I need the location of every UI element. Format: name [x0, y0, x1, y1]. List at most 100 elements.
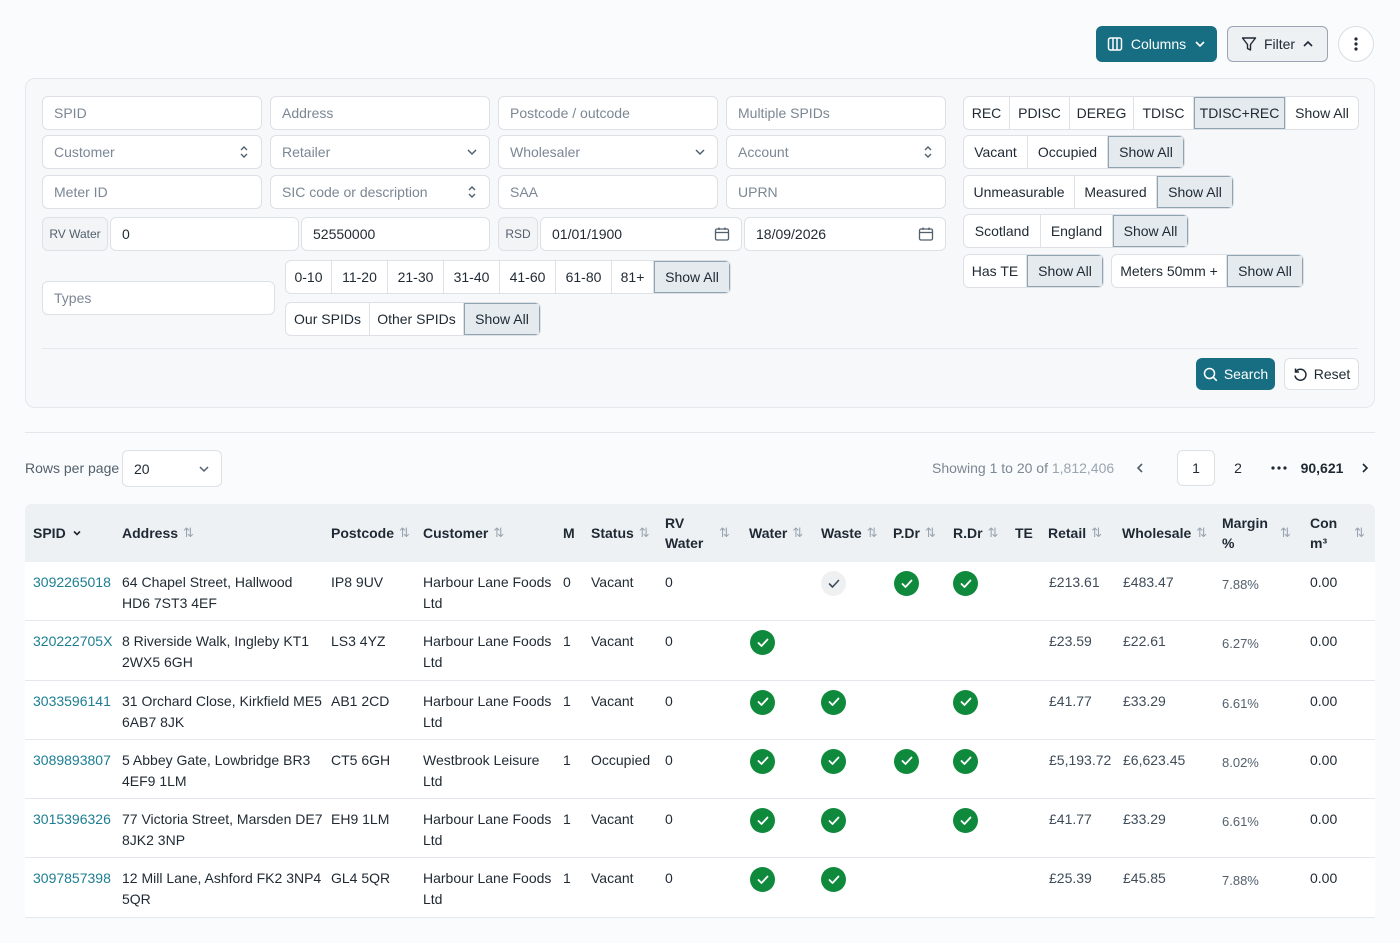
rows-per-page-select[interactable]: 20 [122, 450, 222, 487]
spid-link[interactable]: 3089893807 [33, 751, 111, 768]
table-row[interactable]: 3089893807 5 Abbey Gate, Lowbridge BR3 4EF… [25, 739, 1375, 800]
sic-select[interactable]: SIC code or description [270, 175, 490, 209]
range-81-plus[interactable]: 81+ [612, 261, 654, 293]
range-41-60[interactable]: 41-60 [500, 261, 556, 293]
spid-link[interactable]: 3033596141 [33, 692, 111, 709]
header-con[interactable]: Con m³ ⇅ [1310, 504, 1370, 562]
multiple-spids-input[interactable]: Multiple SPIDs [726, 96, 946, 130]
header-spid[interactable]: SPID [33, 504, 82, 562]
meters-50mm-option[interactable]: Meters 50mm + [1112, 255, 1227, 287]
spid-input[interactable]: SPID [42, 96, 262, 130]
address-input[interactable]: Address [270, 96, 490, 130]
header-m[interactable]: M [563, 504, 575, 562]
range-show-all[interactable]: Show All [654, 261, 730, 293]
meter-id-input[interactable]: Meter ID [42, 175, 262, 209]
account-select[interactable]: Account [726, 135, 946, 169]
status-dereg[interactable]: DEREG [1070, 97, 1134, 129]
header-m-label: M [563, 525, 575, 541]
other-spids-option[interactable]: Other SPIDs [370, 303, 464, 335]
search-button[interactable]: Search [1196, 358, 1275, 390]
customer-select[interactable]: Customer [42, 135, 262, 169]
meters-group: Meters 50mm + Show All [1111, 254, 1304, 288]
header-address[interactable]: Address ⇅ [122, 504, 194, 562]
header-water[interactable]: Water ⇅ [749, 504, 803, 562]
rv-water-max-input[interactable]: 52550000 [301, 217, 490, 251]
region-show-all[interactable]: Show All [1113, 215, 1188, 247]
next-page-button[interactable] [1347, 450, 1383, 486]
region-england[interactable]: England [1041, 215, 1113, 247]
spid-link[interactable]: 3015396326 [33, 811, 111, 828]
saa-input[interactable]: SAA [498, 175, 718, 209]
range-0-10[interactable]: 0-10 [286, 261, 332, 293]
calendar-icon[interactable] [714, 226, 730, 242]
columns-button[interactable]: Columns [1096, 26, 1217, 62]
header-waste[interactable]: Waste ⇅ [821, 504, 878, 562]
header-status[interactable]: Status ⇅ [591, 504, 650, 562]
wholesaler-select[interactable]: Wholesaler [498, 135, 718, 169]
status-tdisc-rec[interactable]: TDISC+REC [1194, 97, 1286, 129]
chevron-down-icon [1195, 41, 1205, 48]
our-spids-option[interactable]: Our SPIDs [286, 303, 370, 335]
table-row[interactable]: 3033596141 31 Orchard Close, Kirkfield ME… [25, 680, 1375, 740]
te-show-all[interactable]: Show All [1027, 255, 1103, 287]
calendar-icon[interactable] [918, 226, 934, 242]
status-rec[interactable]: REC [964, 97, 1010, 129]
rsd-to-input[interactable]: 18/09/2026 [744, 217, 946, 251]
postcode-input[interactable]: Postcode / outcode [498, 96, 718, 130]
table-row[interactable]: 3092265018 64 Chapel Street, Hallwood HD6 … [25, 562, 1375, 622]
header-margin[interactable]: Margin% ⇅ [1222, 504, 1296, 562]
range-31-40[interactable]: 31-40 [444, 261, 500, 293]
table-row[interactable]: 3097857398 12 Mill Lane, Ashford FK2 3NP4… [25, 858, 1375, 918]
reset-button[interactable]: Reset [1284, 358, 1359, 390]
spid-link[interactable]: 3092265018 [33, 574, 111, 590]
page-last-button[interactable]: 90,621 [1300, 460, 1344, 476]
con-cell: 0.00 [1310, 751, 1338, 768]
status-show-all[interactable]: Show All [1295, 105, 1349, 121]
header-te[interactable]: TE [1015, 504, 1033, 562]
table-row[interactable]: 3015396326 77 Victoria Street, Marsden DE… [25, 799, 1375, 859]
range-21-30[interactable]: 21-30 [388, 261, 444, 293]
page-1-button[interactable]: 1 [1177, 450, 1215, 486]
header-rv-water[interactable]: RV Water ⇅ [665, 504, 735, 562]
spid-link[interactable]: 320222705X [33, 633, 113, 650]
occupancy-show-all[interactable]: Show All [1108, 136, 1184, 168]
status-pdisc[interactable]: PDISC [1010, 97, 1070, 129]
customer-line1: Westbrook Leisure [423, 751, 540, 768]
uprn-input[interactable]: UPRN [726, 175, 946, 209]
rsd-from-input[interactable]: 01/01/1900 [540, 217, 742, 251]
prev-page-button[interactable] [1122, 450, 1158, 486]
measure-show-all[interactable]: Show All [1157, 176, 1233, 208]
region-scotland[interactable]: Scotland [964, 215, 1041, 247]
occupancy-vacant[interactable]: Vacant [964, 136, 1028, 168]
spid-owner-show-all[interactable]: Show All [464, 303, 540, 335]
measure-measured[interactable]: Measured [1075, 176, 1157, 208]
rv-water-min-input[interactable]: 0 [110, 217, 299, 251]
header-wholesale[interactable]: Wholesale ⇅ [1122, 504, 1207, 562]
more-options-button[interactable] [1338, 26, 1374, 62]
header-retail[interactable]: Retail ⇅ [1048, 504, 1102, 562]
range-61-80[interactable]: 61-80 [556, 261, 612, 293]
spid-link[interactable]: 3097857398 [33, 870, 111, 887]
address-cell: 77 Victoria Street, Marsden DE7 8JK2 3NP [122, 809, 327, 851]
rv-water-cell: 0 [665, 811, 673, 828]
margin-cell: 8.02% [1222, 754, 1259, 770]
retailer-select[interactable]: Retailer [270, 135, 490, 169]
types-placeholder: Types [54, 290, 92, 306]
range-11-20[interactable]: 11-20 [332, 261, 388, 293]
filter-button[interactable]: Filter [1227, 26, 1328, 62]
occupancy-occupied[interactable]: Occupied [1028, 136, 1108, 168]
measure-unmeasurable[interactable]: Unmeasurable [964, 176, 1075, 208]
customer-line2: Ltd [423, 772, 443, 789]
measure-group: Unmeasurable Measured Show All [963, 175, 1234, 209]
water-check-icon [750, 867, 775, 893]
header-rdr[interactable]: R.Dr ⇅ [953, 504, 998, 562]
header-pdr[interactable]: P.Dr ⇅ [893, 504, 936, 562]
table-row[interactable]: 320222705X 8 Riverside Walk, Ingleby KT1 2… [25, 621, 1375, 681]
page-2-button[interactable]: 2 [1234, 460, 1242, 476]
header-postcode[interactable]: Postcode ⇅ [331, 504, 410, 562]
types-input[interactable]: Types [42, 281, 275, 315]
header-customer[interactable]: Customer ⇅ [423, 504, 504, 562]
has-te-option[interactable]: Has TE [964, 255, 1027, 287]
meters-show-all[interactable]: Show All [1227, 255, 1303, 287]
status-tdisc[interactable]: TDISC [1134, 97, 1194, 129]
